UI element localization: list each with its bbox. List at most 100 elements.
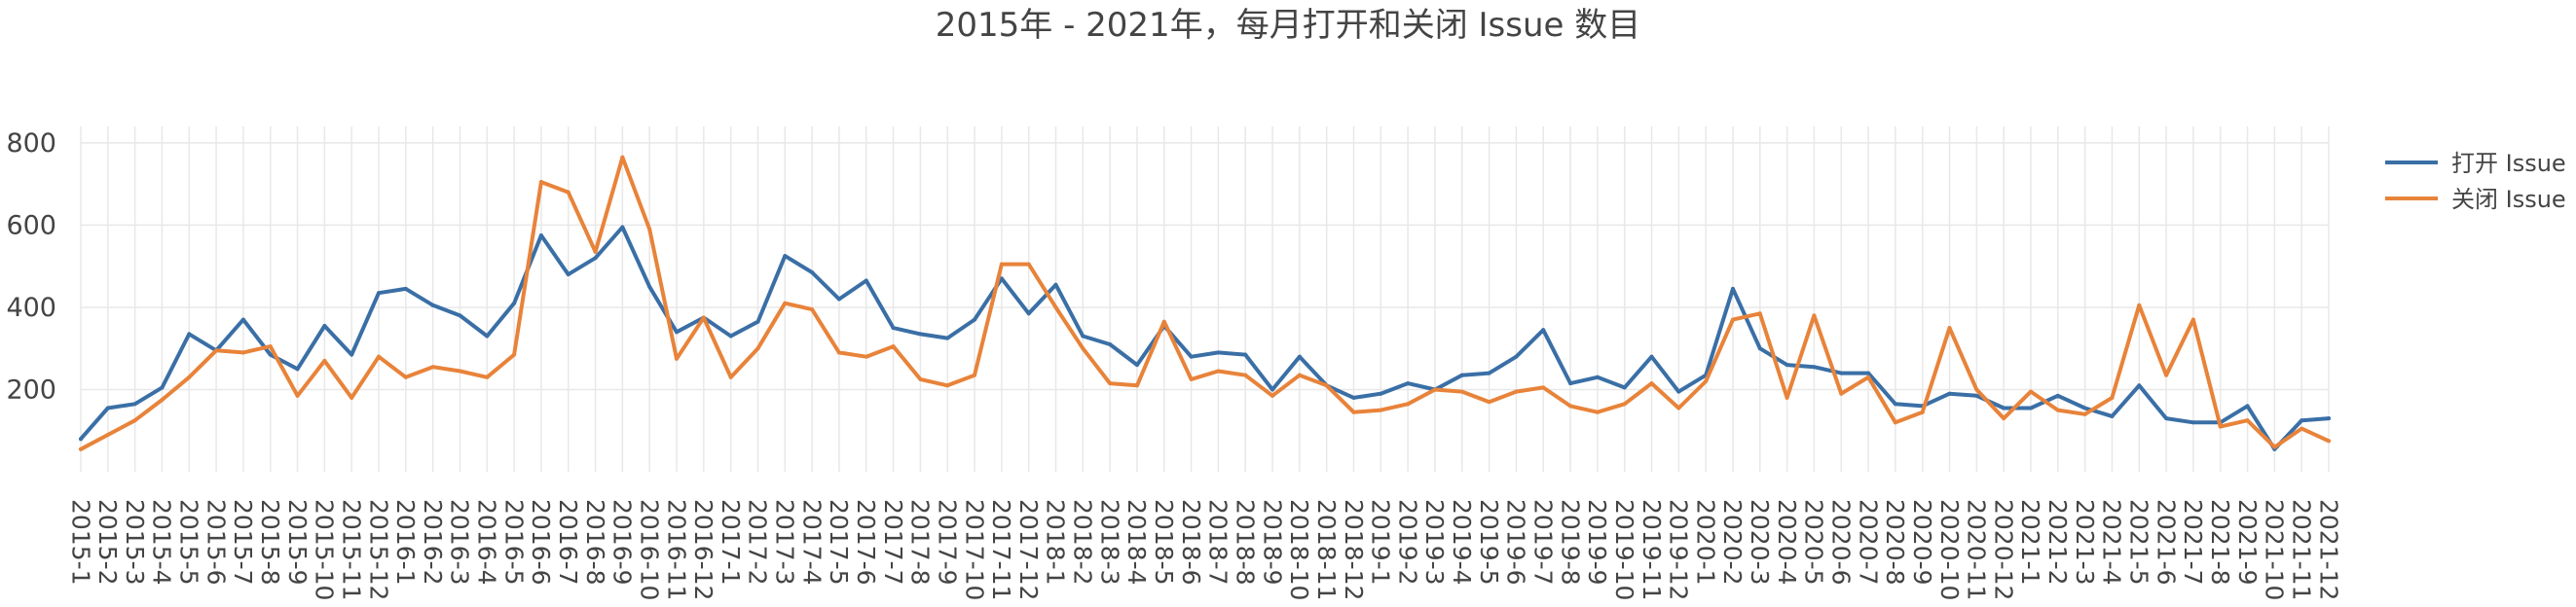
data-point (1216, 350, 1221, 355)
x-tick-label: 2015-7 (229, 499, 257, 586)
data-point (620, 225, 625, 230)
data-point (485, 334, 490, 339)
x-tick-label: 2016-5 (499, 499, 528, 586)
data-point (728, 334, 733, 339)
data-point (322, 323, 327, 328)
x-tick-label: 2017-10 (960, 499, 988, 600)
data-point (1974, 387, 1979, 392)
data-point (1622, 402, 1627, 407)
x-tick-label: 2021-6 (2152, 499, 2180, 586)
data-point (783, 254, 788, 259)
x-tick-label: 2021-3 (2071, 499, 2099, 586)
x-tick-label: 2021-12 (2314, 499, 2342, 600)
x-tick-label: 2016-10 (635, 499, 663, 600)
data-point (1839, 371, 1844, 375)
data-point (1649, 381, 1654, 386)
series-line-0 (79, 225, 2331, 451)
x-tick-label: 2019-5 (1475, 499, 1503, 586)
data-point (918, 332, 923, 337)
data-point (1866, 375, 1871, 379)
data-point (2002, 416, 2006, 421)
series-lines (79, 155, 2331, 451)
data-point (430, 365, 435, 370)
data-point (1243, 352, 1248, 357)
data-point (1134, 363, 1139, 368)
data-point (1947, 326, 1952, 331)
x-tick-label: 2018-4 (1122, 499, 1151, 586)
data-point (2055, 393, 2060, 398)
series-line-1 (79, 155, 2331, 451)
x-tick-label: 2015-10 (311, 499, 339, 600)
y-tick-label: 800 (6, 128, 56, 159)
data-point (2245, 404, 2250, 409)
data-point (2164, 416, 2169, 421)
x-tick-label: 2015-6 (202, 499, 230, 586)
data-point (1514, 389, 1519, 394)
x-tick-label: 2016-4 (473, 499, 501, 586)
data-point (1108, 381, 1113, 386)
data-point (105, 432, 110, 437)
data-point (1541, 385, 1546, 390)
legend-label: 打开 Issue (2451, 150, 2566, 177)
x-tick-label: 2016-7 (554, 499, 582, 586)
data-point (1487, 371, 1491, 375)
data-point (945, 383, 950, 388)
data-point (2164, 373, 2169, 377)
data-point (1189, 354, 1194, 359)
data-point (2300, 418, 2304, 423)
x-tick-label: 2017-4 (797, 499, 826, 586)
x-tick-label: 2016-12 (689, 499, 718, 600)
data-point (403, 286, 408, 291)
data-point (647, 227, 652, 232)
x-tick-label: 2015-5 (175, 499, 203, 586)
data-point (1379, 391, 1383, 396)
data-point (647, 284, 652, 289)
x-tick-label: 2015-9 (283, 499, 312, 586)
legend-label: 关闭 Issue (2451, 186, 2566, 213)
gridlines (80, 126, 2330, 472)
data-point (268, 352, 273, 357)
data-point (1595, 375, 1600, 379)
data-point (891, 344, 896, 349)
data-point (1216, 369, 1221, 374)
data-point (1459, 373, 1464, 377)
data-point (864, 278, 868, 283)
data-point (1595, 410, 1600, 414)
data-point (783, 301, 788, 305)
data-point (593, 249, 598, 254)
data-point (1406, 402, 1411, 407)
data-point (377, 354, 382, 359)
data-point (538, 232, 543, 237)
x-tick-label: 2019-11 (1638, 499, 1666, 600)
x-tick-label: 2019-9 (1583, 499, 1611, 586)
data-point (2190, 420, 2195, 425)
data-point (1893, 420, 1897, 425)
data-point (538, 180, 543, 185)
x-tick-label: 2018-10 (1285, 499, 1313, 600)
data-point (810, 270, 815, 275)
x-tick-label: 2018-6 (1177, 499, 1205, 586)
x-tick-label: 2020-8 (1881, 499, 1909, 586)
x-tick-label: 2021-11 (2287, 499, 2315, 600)
data-point (918, 376, 923, 381)
data-point (755, 319, 760, 324)
x-tick-label: 2020-11 (1963, 499, 1991, 600)
data-point (593, 256, 598, 261)
data-point (2137, 383, 2142, 388)
x-tick-label: 2018-7 (1204, 499, 1233, 586)
data-point (1081, 346, 1086, 351)
data-point (295, 393, 300, 398)
data-point (1676, 406, 1681, 411)
x-tick-label: 2018-9 (1258, 499, 1286, 586)
data-point (485, 375, 490, 379)
data-point (1676, 389, 1681, 394)
data-point (1730, 286, 1735, 291)
x-tick-label: 2021-10 (2261, 499, 2289, 600)
data-point (1974, 393, 1979, 398)
data-point (2110, 413, 2115, 418)
data-point (458, 313, 462, 318)
x-tick-label: 2018-2 (1069, 499, 1097, 586)
x-tick-label: 2016-2 (419, 499, 447, 586)
y-axis-ticks: 200 400 600 800 (6, 128, 56, 406)
data-point (1622, 385, 1627, 390)
